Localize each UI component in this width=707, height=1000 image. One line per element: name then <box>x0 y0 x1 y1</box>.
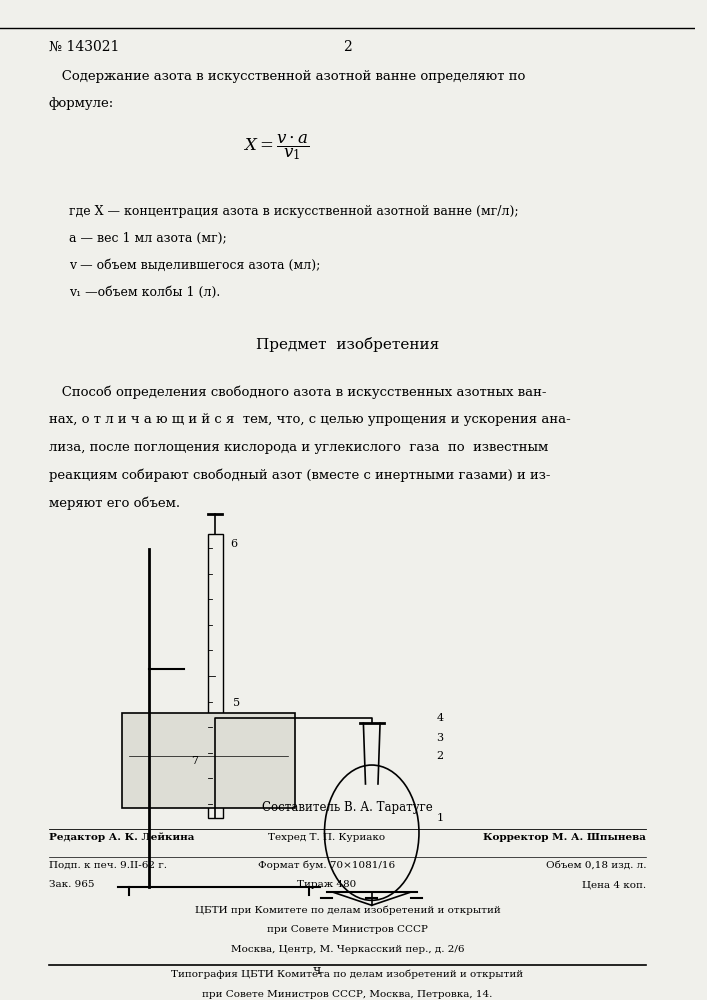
Text: при Совете Министров СССР, Москва, Петровка, 14.: при Совете Министров СССР, Москва, Петро… <box>202 990 493 999</box>
Text: 4: 4 <box>436 713 443 723</box>
Text: Техред Т. П. Куриако: Техред Т. П. Куриако <box>268 833 385 842</box>
Text: Способ определения свободного азота в искусственных азотных ван-: Способ определения свободного азота в ис… <box>49 385 546 399</box>
Text: v₁ —объем колбы 1 (л).: v₁ —объем колбы 1 (л). <box>69 286 221 299</box>
Text: 2: 2 <box>343 40 352 54</box>
Text: Редактор А. К. Лейкина: Редактор А. К. Лейкина <box>49 833 194 842</box>
Text: нах, о т л и ч а ю щ и й с я  тем, что, с целью упрощения и ускорения ана-: нах, о т л и ч а ю щ и й с я тем, что, с… <box>49 413 571 426</box>
Text: Составитель В. А. Таратуге: Составитель В. А. Таратуге <box>262 801 433 814</box>
Text: Объем 0,18 изд. л.: Объем 0,18 изд. л. <box>546 861 646 870</box>
Text: 7: 7 <box>191 756 198 766</box>
Text: Предмет  изобретения: Предмет изобретения <box>256 337 439 352</box>
Text: ч: ч <box>312 964 321 977</box>
Text: Подп. к печ. 9.II-62 г.: Подп. к печ. 9.II-62 г. <box>49 861 167 870</box>
Text: ЦБТИ при Комитете по делам изобретений и открытий: ЦБТИ при Комитете по делам изобретений и… <box>194 905 501 915</box>
Text: Содержание азота в искусственной азотной ванне определяют по: Содержание азота в искусственной азотной… <box>49 70 525 83</box>
Text: 6: 6 <box>230 539 237 549</box>
Text: при Совете Министров СССР: при Совете Министров СССР <box>267 925 428 934</box>
Text: Типография ЦБТИ Комитета по делам изобретений и открытий: Типография ЦБТИ Комитета по делам изобре… <box>171 970 523 979</box>
Text: Москва, Центр, М. Черкасский пер., д. 2/6: Москва, Центр, М. Черкасский пер., д. 2/… <box>230 945 464 954</box>
Text: 5: 5 <box>233 698 240 708</box>
Bar <box>122 713 296 808</box>
Text: меряют его объем.: меряют его объем. <box>49 496 180 510</box>
Text: Корректор М. А. Шпынева: Корректор М. А. Шпынева <box>484 833 646 842</box>
Text: 1: 1 <box>436 813 443 823</box>
Bar <box>208 534 223 818</box>
Text: Формат бум. 70×1081/16: Формат бум. 70×1081/16 <box>258 861 395 870</box>
Text: Зак. 965: Зак. 965 <box>49 880 94 889</box>
Text: v — объем выделившегося азота (мл);: v — объем выделившегося азота (мл); <box>69 259 321 272</box>
Text: Цена 4 коп.: Цена 4 коп. <box>582 880 646 889</box>
Text: a — вес 1 мл азота (мг);: a — вес 1 мл азота (мг); <box>69 232 227 245</box>
Text: лиза, после поглощения кислорода и углекислого  газа  по  известным: лиза, после поглощения кислорода и углек… <box>49 441 548 454</box>
Text: формуле:: формуле: <box>49 97 114 110</box>
Text: 3: 3 <box>436 733 443 743</box>
Text: $X = \dfrac{v \cdot a}{v_1}$: $X = \dfrac{v \cdot a}{v_1}$ <box>243 132 310 162</box>
Text: 2: 2 <box>436 751 443 761</box>
Text: реакциям собирают свободный азот (вместе с инертными газами) и из-: реакциям собирают свободный азот (вместе… <box>49 469 550 482</box>
Text: № 143021: № 143021 <box>49 40 119 54</box>
Text: Тираж 480: Тираж 480 <box>297 880 356 889</box>
Text: где X — концентрация азота в искусственной азотной ванне (мг/л);: где X — концентрация азота в искусственн… <box>69 205 519 218</box>
